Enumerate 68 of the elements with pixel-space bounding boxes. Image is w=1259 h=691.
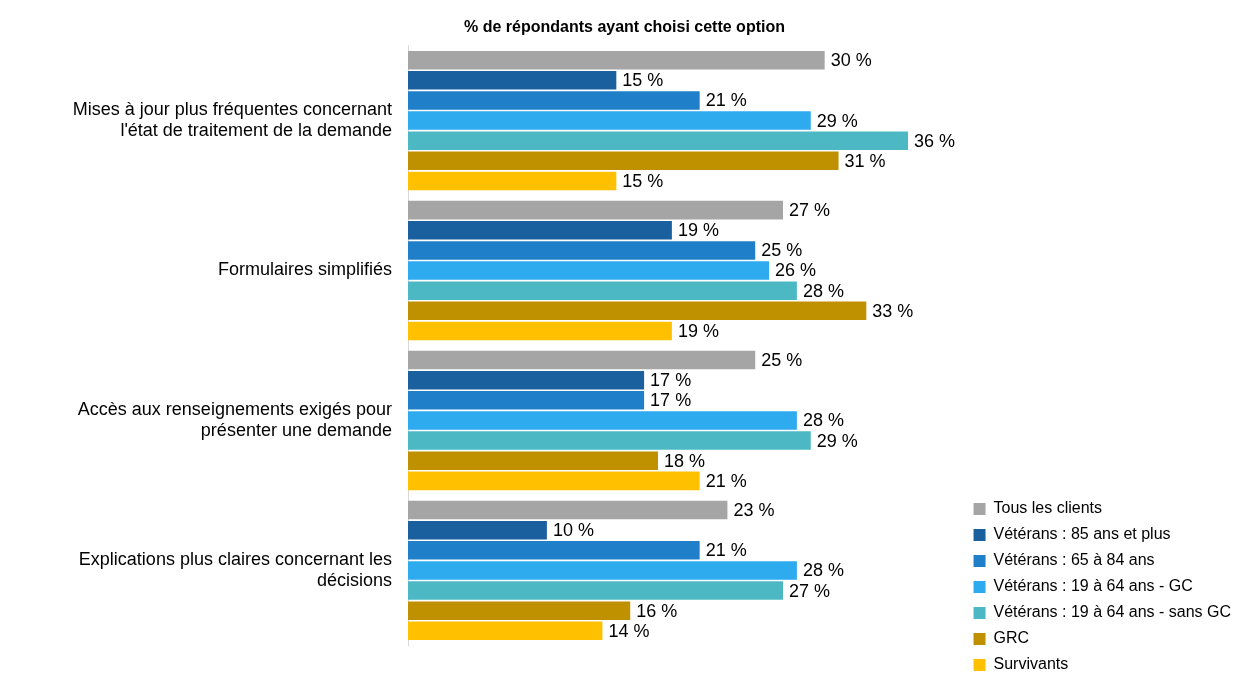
data-label: 28 % <box>802 410 844 431</box>
legend-label: GRC <box>993 629 1030 647</box>
data-label: 28 % <box>802 560 844 581</box>
data-label: 33 % <box>872 300 914 321</box>
y-tick-label: Accès aux renseignements exigés pour présenter une demande <box>77 398 392 441</box>
legend-label: Vétérans : 65 à 84 ans <box>993 551 1155 569</box>
legend-label: Vétérans : 85 ans et plus <box>993 525 1171 543</box>
bar <box>408 541 700 560</box>
bar <box>408 471 700 491</box>
legend-label: Tous les clients <box>993 499 1103 517</box>
data-label: 25 % <box>761 240 803 261</box>
bar <box>408 281 797 300</box>
bar <box>408 261 770 280</box>
bar <box>408 561 797 580</box>
data-label: 21 % <box>705 90 747 111</box>
data-label: 17 % <box>650 390 692 411</box>
data-label: 25 % <box>761 350 803 371</box>
data-label: 21 % <box>705 540 747 561</box>
data-label: 31 % <box>844 150 886 171</box>
bar <box>408 111 811 130</box>
data-label: 23 % <box>733 499 775 520</box>
bar <box>408 621 603 641</box>
bar <box>408 411 797 430</box>
data-label: 26 % <box>775 260 817 281</box>
bar <box>408 370 645 390</box>
bar <box>408 451 658 471</box>
bar <box>408 301 867 321</box>
bar <box>408 391 645 410</box>
data-label: 28 % <box>802 280 844 301</box>
bar <box>408 500 728 520</box>
legend-label: Survivants <box>993 655 1069 673</box>
bar <box>408 71 617 90</box>
legend-label: Vétérans : 19 à 64 ans - sans GC <box>993 603 1232 621</box>
bar <box>408 91 700 110</box>
bar <box>408 220 672 240</box>
bar <box>408 151 839 171</box>
data-label: 21 % <box>705 470 747 491</box>
bar <box>408 241 756 260</box>
data-label: 18 % <box>663 450 706 471</box>
bar <box>408 581 783 600</box>
bar <box>408 350 756 370</box>
y-tick-label: Mises à jour plus fréquentes concernant l'état de traitement de la demande <box>72 98 392 141</box>
data-label: 16 % <box>636 600 678 621</box>
bar <box>408 131 908 150</box>
data-label: 15 % <box>622 170 664 191</box>
bar <box>408 431 811 450</box>
data-label: 27 % <box>788 580 831 601</box>
data-label: 27 % <box>788 200 831 221</box>
y-tick-label: Formulaires simplifiés <box>217 259 392 280</box>
bar <box>408 171 617 191</box>
legend-label: Vétérans : 19 à 64 ans - GC <box>993 577 1193 595</box>
data-label: 19 % <box>677 220 719 241</box>
data-label: 10 % <box>552 520 594 541</box>
data-label: 29 % <box>816 430 858 451</box>
data-label: 19 % <box>677 320 719 341</box>
data-label: 14 % <box>608 620 650 641</box>
y-tick-label: Explications plus claires concernant les décisions <box>78 548 392 591</box>
chart-title: % de répondants ayant choisi cette option <box>464 18 785 36</box>
data-label: 17 % <box>650 370 692 391</box>
data-label: 29 % <box>816 110 858 131</box>
bar <box>408 520 547 540</box>
data-label: 15 % <box>622 70 664 91</box>
data-label: 30 % <box>830 50 872 71</box>
bar <box>408 601 631 620</box>
data-label: 36 % <box>913 130 956 151</box>
bar <box>408 50 825 70</box>
bar <box>408 200 783 220</box>
bar <box>408 321 672 341</box>
